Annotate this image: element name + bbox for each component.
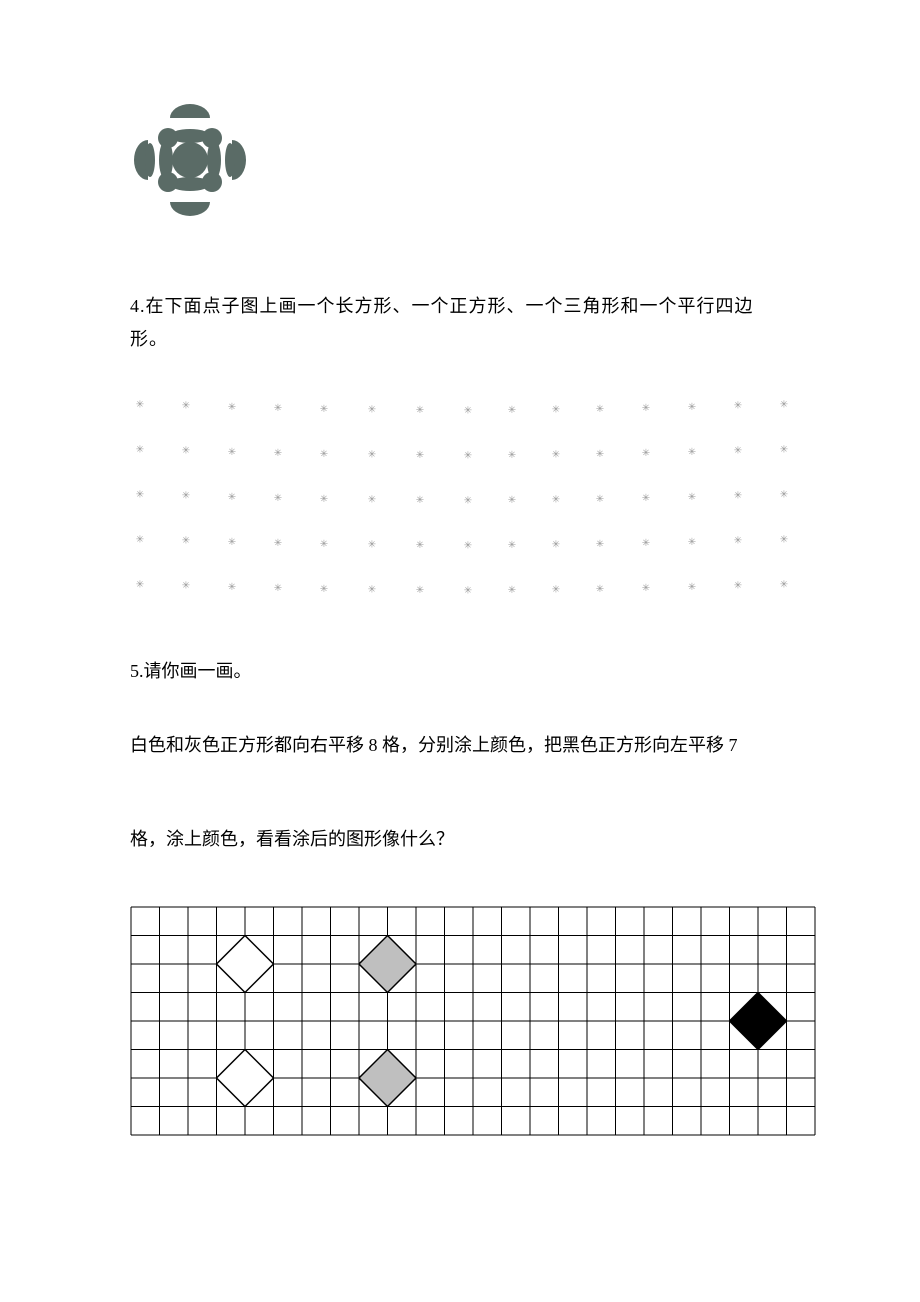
svg-text:✳: ✳ — [642, 538, 650, 549]
svg-text:✳: ✳ — [688, 492, 696, 503]
svg-text:✳: ✳ — [642, 583, 650, 594]
svg-text:✳: ✳ — [552, 405, 560, 416]
svg-text:✳: ✳ — [780, 534, 788, 545]
logo-icon — [130, 100, 790, 230]
svg-text:✳: ✳ — [320, 494, 328, 505]
svg-text:✳: ✳ — [274, 448, 282, 459]
q4-line1: 4.在下面点子图上画一个长方形、一个正方形、一个三角形和一个平行四边 — [130, 290, 790, 322]
svg-text:✳: ✳ — [136, 444, 144, 455]
dot-grid: ✳ ✳ ✳ ✳ ✳ ✳ ✳ ✳ ✳ ✳ ✳ ✳ ✳ ✳ ✳ ✳ ✳ ✳ ✳ ✳ ✳ ✳ ✳ ✳ ✳ ✳ ✳ ✳ ✳ ✳ ✳ ✳ ✳ ✳ ✳ ✳ ✳ ✳ ✳ ✳… — [130, 395, 790, 595]
svg-text:✳: ✳ — [508, 540, 516, 551]
svg-text:✳: ✳ — [464, 540, 472, 551]
svg-text:✳: ✳ — [780, 444, 788, 455]
svg-text:✳: ✳ — [228, 537, 236, 548]
svg-text:✳: ✳ — [416, 405, 424, 416]
svg-text:✳: ✳ — [596, 494, 604, 505]
svg-text:✳: ✳ — [642, 448, 650, 459]
svg-text:✳: ✳ — [320, 449, 328, 460]
svg-text:✳: ✳ — [734, 401, 742, 412]
svg-text:✳: ✳ — [596, 584, 604, 595]
question-4: 4.在下面点子图上画一个长方形、一个正方形、一个三角形和一个平行四边 形。 — [130, 290, 790, 355]
question-5: 5.请你画一画。 白色和灰色正方形都向右平移 8 格，分别涂上颜色，把黑色正方形… — [130, 655, 790, 865]
q4-line2: 形。 — [130, 323, 790, 355]
svg-text:✳: ✳ — [464, 405, 472, 416]
svg-text:✳: ✳ — [228, 582, 236, 593]
svg-text:✳: ✳ — [734, 446, 742, 457]
svg-text:✳: ✳ — [182, 491, 190, 502]
svg-text:✳: ✳ — [596, 539, 604, 550]
svg-text:✳: ✳ — [416, 585, 424, 595]
svg-text:✳: ✳ — [464, 495, 472, 506]
svg-text:✳: ✳ — [274, 538, 282, 549]
svg-text:✳: ✳ — [552, 540, 560, 551]
svg-text:✳: ✳ — [136, 579, 144, 590]
svg-text:✳: ✳ — [780, 489, 788, 500]
q5-title: 5.请你画一画。 — [130, 655, 790, 687]
q5-desc-line2: 格，涂上颜色，看看涂后的图形像什么？ — [130, 812, 790, 866]
svg-text:✳: ✳ — [368, 585, 376, 595]
svg-text:✳: ✳ — [552, 450, 560, 461]
svg-text:✳: ✳ — [642, 403, 650, 414]
svg-text:✳: ✳ — [734, 581, 742, 592]
svg-text:✳: ✳ — [416, 450, 424, 461]
svg-text:✳: ✳ — [508, 405, 516, 416]
svg-text:✳: ✳ — [228, 402, 236, 413]
svg-text:✳: ✳ — [274, 403, 282, 414]
svg-text:✳: ✳ — [228, 492, 236, 503]
svg-text:✳: ✳ — [320, 539, 328, 550]
svg-text:✳: ✳ — [464, 450, 472, 461]
q5-desc-line1: 白色和灰色正方形都向右平移 8 格，分别涂上颜色，把黑色正方形向左平移 7 — [130, 718, 790, 772]
svg-text:✳: ✳ — [552, 495, 560, 506]
svg-text:✳: ✳ — [642, 493, 650, 504]
svg-text:✳: ✳ — [464, 585, 472, 595]
svg-text:✳: ✳ — [416, 540, 424, 551]
svg-text:✳: ✳ — [274, 493, 282, 504]
svg-text:✳: ✳ — [182, 446, 190, 457]
svg-text:✳: ✳ — [182, 581, 190, 592]
svg-text:✳: ✳ — [136, 534, 144, 545]
svg-text:✳: ✳ — [320, 404, 328, 415]
svg-text:✳: ✳ — [416, 495, 424, 506]
svg-text:✳: ✳ — [508, 495, 516, 506]
svg-text:✳: ✳ — [780, 399, 788, 410]
svg-text:✳: ✳ — [688, 402, 696, 413]
svg-text:✳: ✳ — [734, 491, 742, 502]
svg-text:✳: ✳ — [688, 447, 696, 458]
svg-text:✳: ✳ — [274, 583, 282, 594]
svg-text:✳: ✳ — [368, 540, 376, 551]
svg-text:✳: ✳ — [508, 585, 516, 595]
svg-text:✳: ✳ — [182, 401, 190, 412]
svg-text:✳: ✳ — [368, 450, 376, 461]
svg-text:✳: ✳ — [182, 536, 190, 547]
svg-text:✳: ✳ — [780, 579, 788, 590]
grid-diagram — [130, 906, 790, 1146]
svg-text:✳: ✳ — [688, 582, 696, 593]
svg-text:✳: ✳ — [508, 450, 516, 461]
svg-text:✳: ✳ — [368, 405, 376, 416]
svg-text:✳: ✳ — [136, 489, 144, 500]
svg-text:✳: ✳ — [320, 584, 328, 595]
svg-text:✳: ✳ — [688, 537, 696, 548]
svg-text:✳: ✳ — [734, 536, 742, 547]
svg-text:✳: ✳ — [596, 449, 604, 460]
svg-text:✳: ✳ — [596, 404, 604, 415]
svg-text:✳: ✳ — [552, 585, 560, 595]
svg-text:✳: ✳ — [228, 447, 236, 458]
svg-text:✳: ✳ — [368, 495, 376, 506]
svg-text:✳: ✳ — [136, 399, 144, 410]
